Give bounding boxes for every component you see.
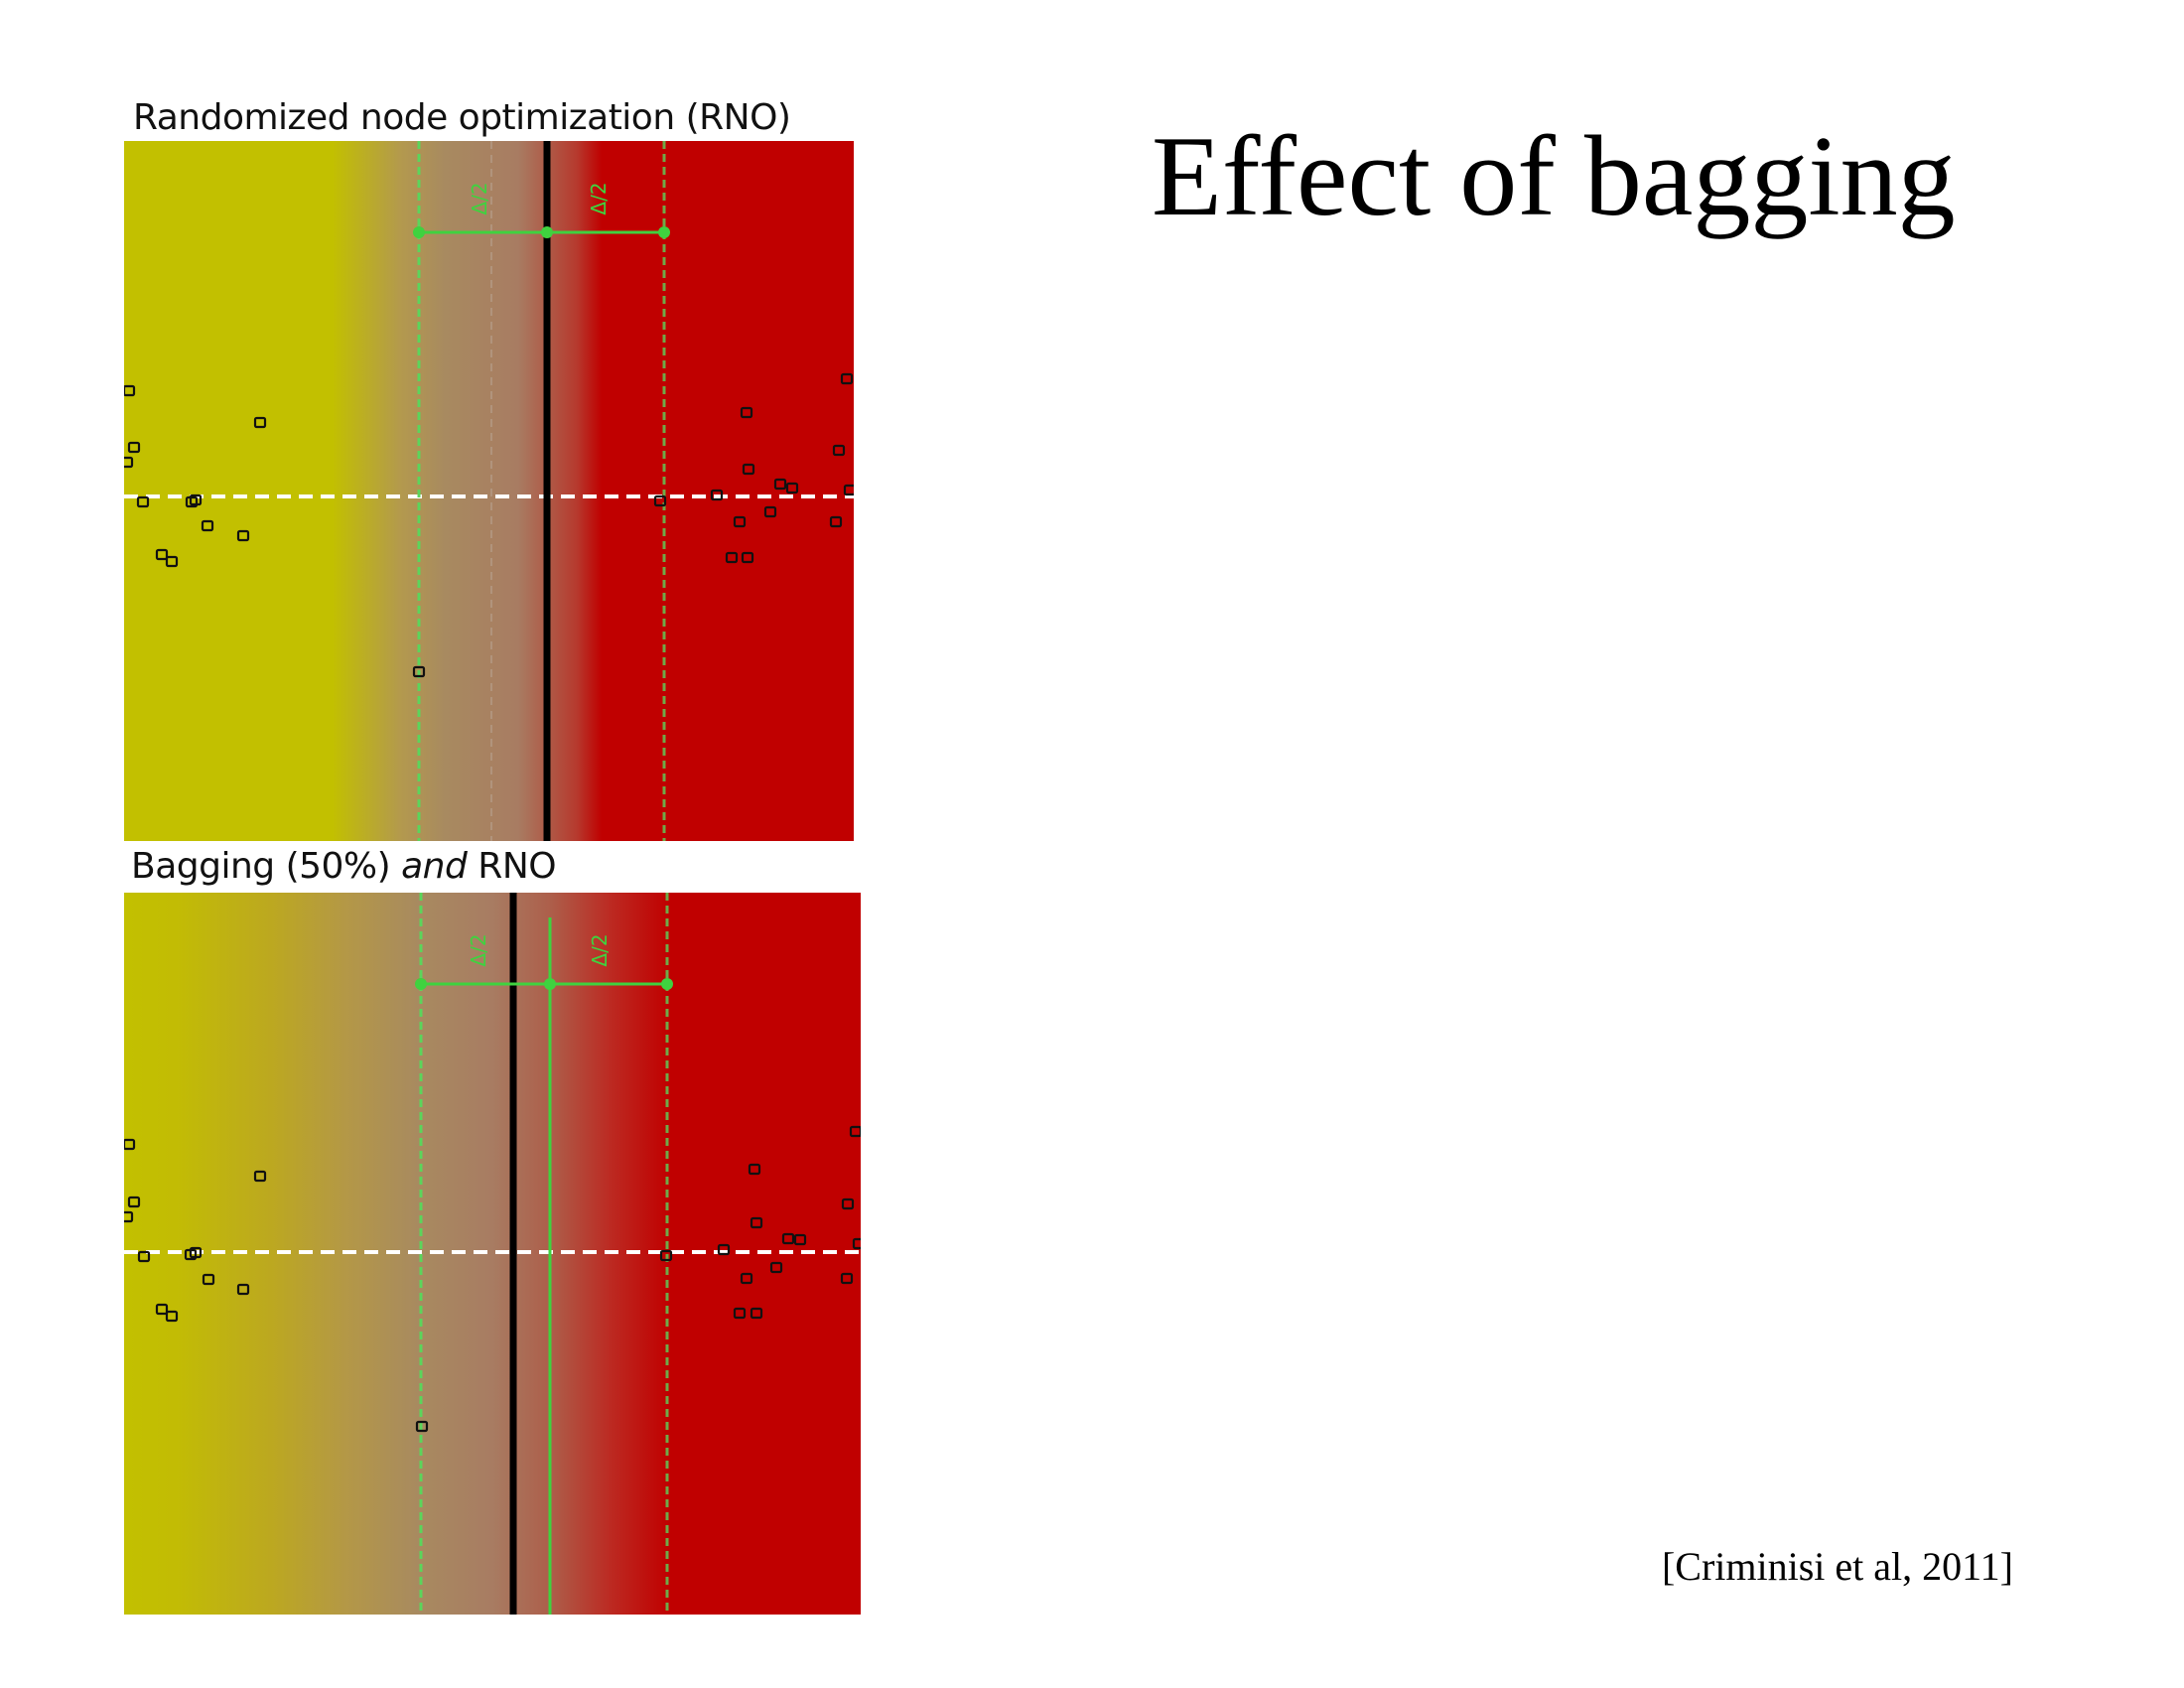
data-point-marker xyxy=(750,1307,763,1320)
range-dot-right xyxy=(658,226,670,238)
data-point-marker xyxy=(832,444,846,457)
data-point-marker xyxy=(733,515,747,528)
data-point-marker xyxy=(136,495,150,508)
range-dot-right xyxy=(661,978,673,990)
delta-label-left: Δ/2 xyxy=(467,933,490,966)
panel-bagging-label-part2: and xyxy=(401,846,468,887)
data-point-marker xyxy=(781,1232,795,1245)
data-point-marker xyxy=(773,478,787,491)
panel-rno-label-text: Randomized node optimization (RNO) xyxy=(133,97,791,138)
data-point-marker xyxy=(189,493,203,506)
range-dot-mid xyxy=(541,226,553,238)
data-point-marker xyxy=(189,1246,203,1259)
data-point-marker xyxy=(253,1170,267,1183)
data-point-marker xyxy=(852,1237,861,1250)
delta-label-right: Δ/2 xyxy=(588,933,612,966)
data-point-marker xyxy=(124,456,134,469)
data-point-marker xyxy=(763,505,777,518)
data-point-marker xyxy=(742,463,755,476)
data-point-marker xyxy=(124,384,136,397)
data-point-marker xyxy=(840,1272,854,1285)
data-point-marker xyxy=(741,551,754,564)
data-point-marker xyxy=(829,515,843,528)
panel-bagging-label-part1: Bagging (50%) xyxy=(131,846,402,887)
delta-label-right: Δ/2 xyxy=(587,182,611,214)
data-point-marker xyxy=(785,482,799,494)
data-point-marker xyxy=(137,1250,151,1263)
data-point-marker xyxy=(415,1420,429,1433)
data-point-marker xyxy=(748,1163,761,1176)
delta-label-left: Δ/2 xyxy=(468,182,491,214)
panel-rno-label: Randomized node optimization (RNO) xyxy=(133,97,791,138)
data-point-marker xyxy=(750,1216,763,1229)
panel-bagging-label: Bagging (50%) and RNO xyxy=(131,846,557,887)
range-dot-left xyxy=(415,978,427,990)
data-point-marker xyxy=(155,548,169,561)
panel-rno: Δ/2 Δ/2 xyxy=(124,141,854,841)
data-point-marker xyxy=(849,1125,861,1138)
data-point-marker xyxy=(253,416,267,429)
data-point-marker xyxy=(653,494,667,507)
data-point-marker xyxy=(127,1196,141,1208)
data-point-marker xyxy=(201,519,214,532)
svg-text:Δ/2: Δ/2 xyxy=(588,933,612,966)
data-point-marker xyxy=(202,1273,215,1286)
citation: [Criminisi et al, 2011] xyxy=(1661,1544,2013,1589)
data-point-marker xyxy=(793,1233,807,1246)
panel-bagging-figure: Δ/2 Δ/2 xyxy=(124,893,861,1615)
data-point-marker xyxy=(236,1283,250,1296)
data-points xyxy=(124,372,854,678)
data-point-marker xyxy=(124,1210,134,1223)
range-dot-left xyxy=(413,226,425,238)
svg-text:Δ/2: Δ/2 xyxy=(468,182,491,214)
data-point-marker xyxy=(717,1243,731,1256)
data-point-marker xyxy=(740,406,753,419)
data-points xyxy=(124,1125,861,1433)
data-point-marker xyxy=(733,1307,747,1320)
data-point-marker xyxy=(843,484,854,496)
slide-title: Effect of bagging xyxy=(1152,113,1956,240)
data-point-marker xyxy=(165,555,179,568)
svg-text:Δ/2: Δ/2 xyxy=(587,182,611,214)
posterior-background xyxy=(124,141,854,841)
data-point-marker xyxy=(840,372,854,385)
data-point-marker xyxy=(155,1303,169,1316)
panel-bagging-label-part3: RNO xyxy=(467,846,557,887)
data-point-marker xyxy=(841,1197,855,1210)
data-point-marker xyxy=(127,441,141,454)
svg-text:Δ/2: Δ/2 xyxy=(467,933,490,966)
data-point-marker xyxy=(124,1138,136,1151)
data-point-marker xyxy=(769,1261,783,1274)
data-point-marker xyxy=(236,529,250,542)
panel-rno-figure: Δ/2 Δ/2 xyxy=(124,141,854,841)
panel-bagging: Δ/2 Δ/2 xyxy=(124,893,861,1615)
data-point-marker xyxy=(725,551,739,564)
range-dot-mid xyxy=(544,978,556,990)
data-point-marker xyxy=(659,1249,673,1262)
data-point-marker xyxy=(710,489,724,501)
data-point-marker xyxy=(165,1310,179,1323)
data-point-marker xyxy=(740,1272,753,1285)
data-point-marker xyxy=(412,665,426,678)
